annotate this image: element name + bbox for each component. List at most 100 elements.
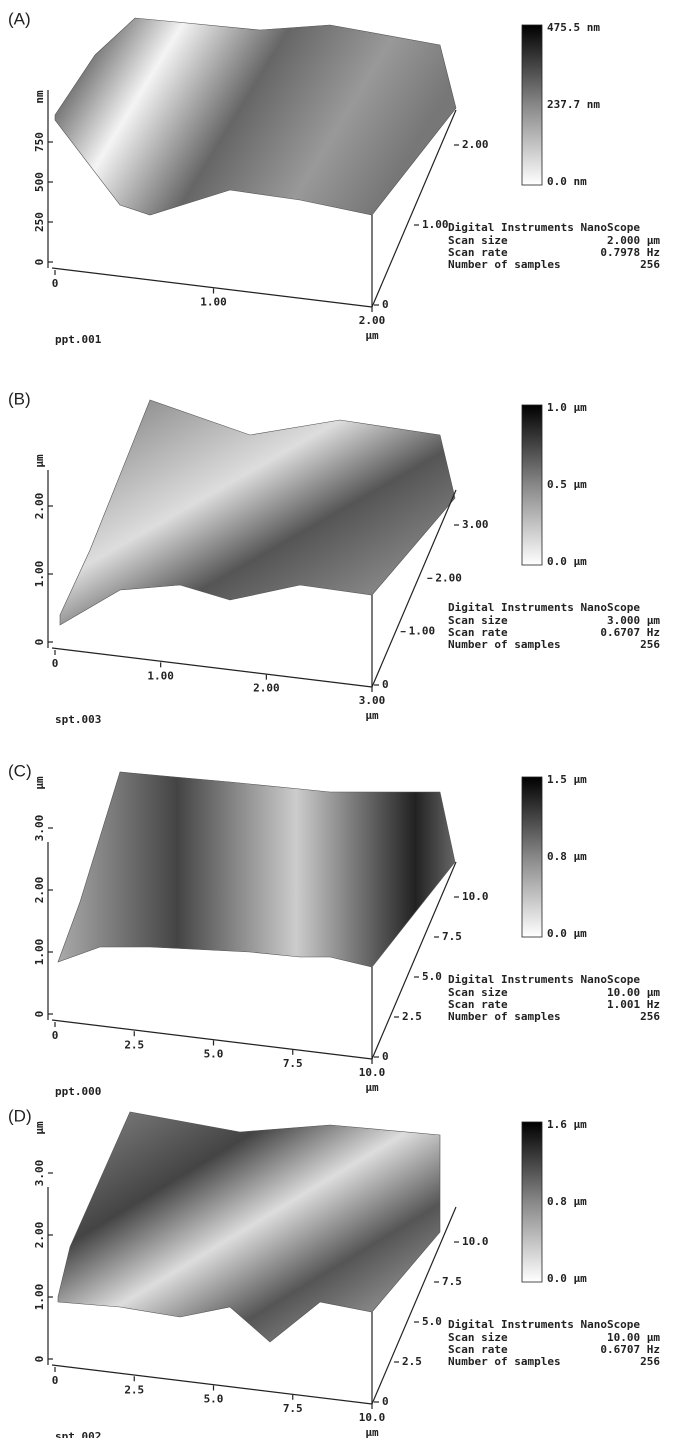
- colorbar-label: 0.0 μm: [547, 555, 587, 568]
- x-tick-label: 0: [52, 1029, 59, 1042]
- colorbar-label: 0.0 μm: [547, 927, 587, 940]
- x-tick-label: 1.00: [147, 669, 174, 682]
- x-unit: μm: [365, 709, 379, 722]
- x-tick-label: 5.0: [204, 1393, 224, 1406]
- x-tick-label: 7.5: [283, 1057, 303, 1070]
- z-tick-label: 1.00: [33, 939, 46, 966]
- info-value: 256: [640, 1010, 660, 1023]
- surface-plot: [54, 17, 457, 216]
- colorbar-label: 0.8 μm: [547, 1195, 587, 1208]
- x-axis: [51, 1019, 373, 1060]
- info-key: Number of samples: [448, 1355, 561, 1368]
- info-value: 256: [640, 258, 660, 271]
- x-tick-label: 5.0: [204, 1048, 224, 1061]
- y-tick-label: 0: [382, 678, 389, 691]
- info-key: Scan size: [448, 1331, 508, 1344]
- x-axis: [51, 267, 373, 308]
- y-tick-label: 0: [382, 298, 389, 311]
- z-tick-label: 250: [33, 212, 46, 232]
- file-name: ppt.001: [55, 333, 102, 346]
- x-tick-label: 0: [52, 657, 59, 670]
- z-tick-label: 1.00: [33, 561, 46, 588]
- y-tick-label: 5.0: [422, 970, 442, 983]
- info-title: Digital Instruments NanoScope: [448, 973, 640, 986]
- colorbar: [521, 776, 543, 938]
- y-tick-label: 5.0: [422, 1315, 442, 1328]
- info-title: Digital Instruments NanoScope: [448, 221, 640, 234]
- afm-panel: (A) 0 250 500 750 nm 0 1.00 2.00 μm 0 1.00 2.00 475.5…: [8, 9, 660, 346]
- x-axis: [51, 647, 373, 688]
- z-tick-label: 3.00: [33, 1160, 46, 1187]
- y-tick-label: 10.0: [462, 1235, 489, 1248]
- x-tick-label: 1.00: [200, 296, 227, 309]
- surface-plot: [57, 1111, 441, 1343]
- x-tick-label: 2.00: [253, 682, 280, 695]
- colorbar-label: 237.7 nm: [547, 98, 600, 111]
- panel-label: (D): [8, 1106, 32, 1125]
- info-key: Scan rate: [448, 998, 508, 1011]
- info-value: 10.00 μm: [607, 1331, 660, 1344]
- z-unit: nm: [33, 90, 46, 104]
- x-tick-label: 2.5: [124, 1038, 144, 1051]
- info-value: 0.7978 Hz: [600, 246, 660, 259]
- z-tick-label: 3.00: [33, 815, 46, 842]
- y-axis: [371, 109, 457, 308]
- file-name: spt.003: [55, 713, 101, 726]
- colorbar-label: 1.6 μm: [547, 1118, 587, 1131]
- info-title: Digital Instruments NanoScope: [448, 601, 640, 614]
- colorbar-label: 0.0 μm: [547, 1272, 587, 1285]
- z-tick-label: 2.00: [33, 493, 46, 520]
- x-tick-label: 7.5: [283, 1402, 303, 1415]
- z-tick-label: 0: [33, 1011, 46, 1018]
- colorbar: [521, 1121, 543, 1283]
- surface-plot: [57, 771, 456, 968]
- x-tick-label: 2.5: [124, 1383, 144, 1396]
- info-value: 1.001 Hz: [607, 998, 660, 1011]
- info-key: Number of samples: [448, 1010, 561, 1023]
- x-tick-label: 2.00: [359, 314, 386, 327]
- y-tick-label: 7.5: [442, 930, 462, 943]
- info-value: 256: [640, 638, 660, 651]
- y-tick-label: 1.00: [422, 218, 449, 231]
- colorbar-label: 0.8 μm: [547, 850, 587, 863]
- x-tick-label: 0: [52, 1374, 59, 1387]
- z-tick-label: 500: [33, 172, 46, 192]
- colorbar-label: 1.0 μm: [547, 401, 587, 414]
- file-name: ppt.000: [55, 1085, 101, 1098]
- panel-label: (B): [8, 389, 31, 408]
- y-tick-label: 2.5: [402, 1355, 422, 1368]
- panel-label: (C): [8, 761, 32, 780]
- z-unit: μm: [33, 776, 46, 790]
- afm-panel: (B) 0 1.00 2.00 μm 0 1.00 2.00 3.00 μm 0 1.00 2.00 3.…: [8, 389, 660, 726]
- info-key: Number of samples: [448, 638, 561, 651]
- z-tick-label: 0: [33, 1356, 46, 1363]
- info-key: Number of samples: [448, 258, 561, 271]
- z-tick-label: 2.00: [33, 877, 46, 904]
- z-unit: μm: [33, 454, 46, 468]
- z-tick-label: 1.00: [33, 1284, 46, 1311]
- y-axis: [371, 489, 457, 688]
- colorbar-label: 1.5 μm: [547, 773, 587, 786]
- info-key: Scan rate: [448, 246, 508, 259]
- y-tick-label: 10.0: [462, 890, 489, 903]
- y-tick-label: 0: [382, 1395, 389, 1408]
- x-tick-label: 0: [52, 277, 59, 290]
- x-tick-label: 3.00: [359, 694, 386, 707]
- colorbar-label: 0.5 μm: [547, 478, 587, 491]
- y-axis: [371, 1206, 457, 1405]
- file-name: spt.002: [55, 1430, 101, 1438]
- x-unit: μm: [365, 329, 379, 342]
- x-tick-label: 10.0: [359, 1411, 386, 1424]
- info-value: 10.00 μm: [607, 986, 660, 999]
- surface-plot: [59, 399, 456, 626]
- info-key: Scan rate: [448, 626, 508, 639]
- info-value: 3.000 μm: [607, 614, 660, 627]
- z-tick-label: 750: [33, 132, 46, 152]
- info-title: Digital Instruments NanoScope: [448, 1318, 640, 1331]
- y-tick-label: 3.00: [462, 518, 489, 531]
- info-value: 0.6707 Hz: [600, 1343, 660, 1356]
- colorbar: [521, 404, 543, 566]
- y-tick-label: 1.00: [409, 625, 436, 638]
- y-tick-label: 2.00: [435, 571, 462, 584]
